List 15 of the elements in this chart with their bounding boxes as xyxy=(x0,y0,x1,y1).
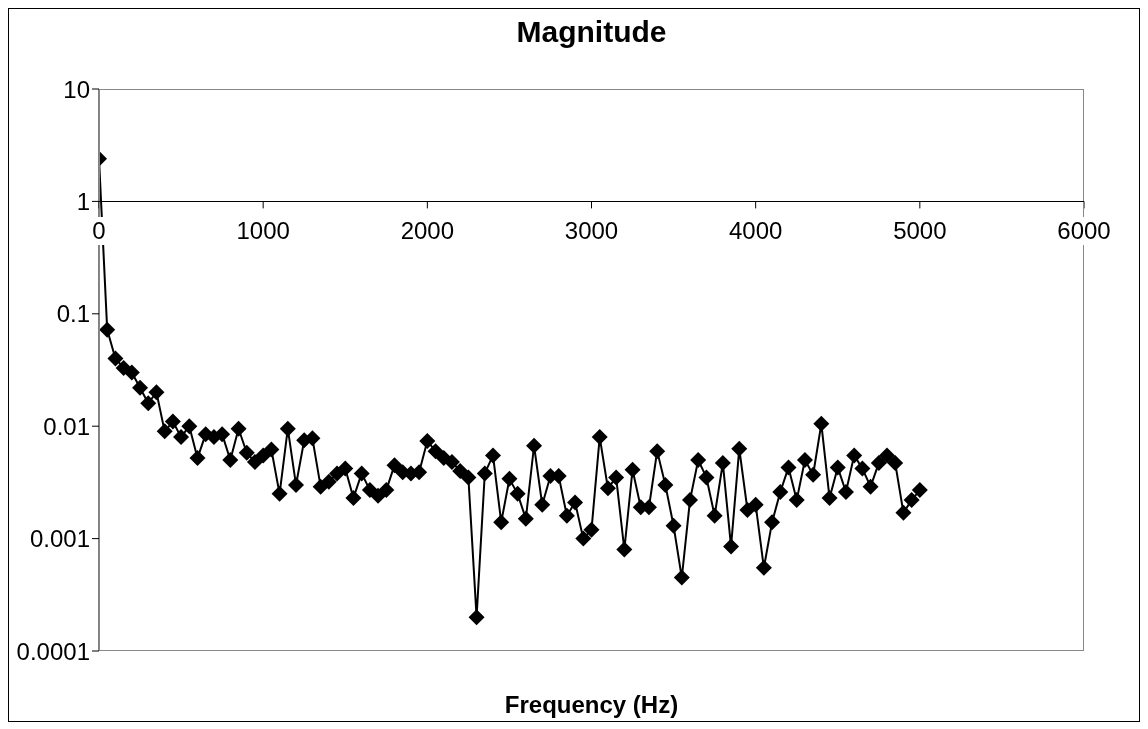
x-tick-label: 1000 xyxy=(235,217,291,246)
x-tick-label: 5000 xyxy=(892,217,948,246)
x-tick-label: 2000 xyxy=(399,217,456,246)
y-tick-label: 0.0001 xyxy=(16,637,90,665)
x-axis-title: Frequency (Hz) xyxy=(504,691,679,718)
chart-title: Magnitude xyxy=(515,15,668,49)
y-tick-label: 0.1 xyxy=(56,300,90,328)
x-tick-label: 4000 xyxy=(727,217,784,246)
y-tick-label: 10 xyxy=(63,75,90,103)
x-tick-label: 3000 xyxy=(563,217,620,246)
x-tick-label: 6000 xyxy=(1056,217,1112,246)
y-tick-label: 1 xyxy=(76,187,90,215)
y-tick-label: 0.01 xyxy=(43,412,90,440)
y-tick-label: 0.001 xyxy=(29,525,90,553)
x-tick-label: 0 xyxy=(91,217,107,246)
